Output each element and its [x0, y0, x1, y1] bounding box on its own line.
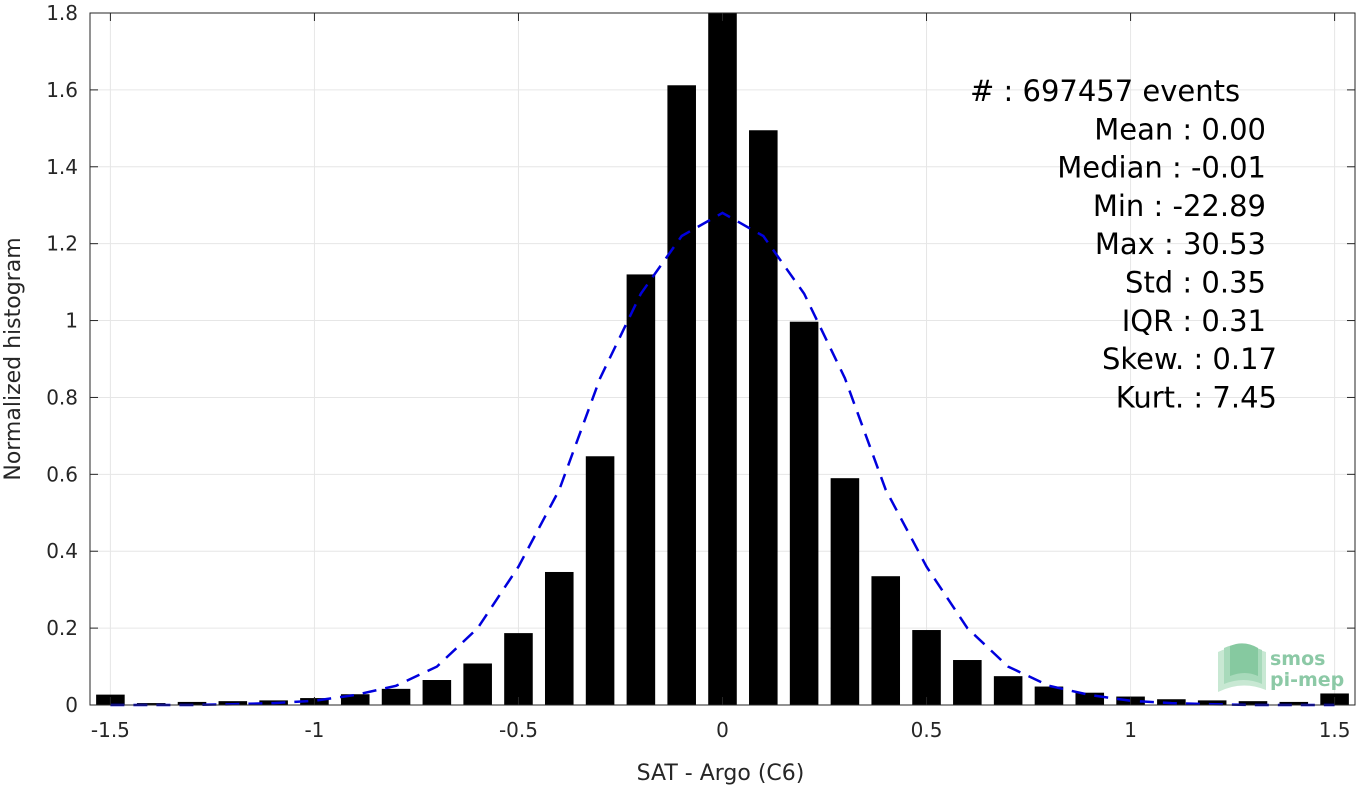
histogram-bar [504, 633, 533, 705]
smos-pi-mep-logo: smos pi-mep [1218, 643, 1344, 692]
histogram-bar [1075, 692, 1105, 705]
x-tick-label: -1.5 [91, 718, 130, 742]
stat-line: Std : 0.35 [1125, 266, 1266, 300]
y-axis-ticks: 0 0.2 0.4 0.6 0.8 1 1.2 1.4 1.6 1.8 [46, 1, 1355, 717]
logo-line2: pi-mep [1270, 669, 1344, 691]
stat-line: Skew. : 0.17 [1102, 342, 1277, 376]
histogram-bar [708, 13, 737, 705]
histogram-bar [381, 688, 411, 705]
histogram-bar [667, 85, 696, 705]
histogram-bar [912, 630, 941, 705]
x-axis-ticks: -1.5 -1 -0.5 0 0.5 1 1.5 [91, 13, 1351, 742]
histogram-bar [544, 571, 574, 705]
y-tick-label: 1 [65, 309, 78, 333]
histogram-bar [1279, 701, 1309, 705]
stat-line: # : 697457 events [970, 74, 1240, 108]
stat-line: IQR : 0.31 [1122, 304, 1266, 338]
histogram-bar [422, 680, 452, 705]
stat-line: Kurt. : 7.45 [1116, 380, 1277, 414]
x-tick-label: 1 [1124, 718, 1137, 742]
histogram-bar [1238, 701, 1268, 705]
y-tick-label: 1.6 [46, 78, 78, 102]
stat-line: Min : -22.89 [1093, 189, 1266, 223]
x-tick-label: 1.5 [1319, 718, 1351, 742]
histogram-bar [871, 576, 901, 705]
y-tick-label: 0.4 [46, 539, 78, 563]
logo-line1: smos [1270, 648, 1325, 670]
histogram-bar [830, 478, 860, 705]
y-tick-label: 1.2 [46, 232, 78, 256]
histogram-bar [626, 274, 656, 705]
x-tick-label: 0 [716, 718, 729, 742]
x-axis-label: SAT - Argo (C6) [637, 761, 805, 786]
y-tick-label: 0.8 [46, 385, 78, 409]
stat-line: Max : 30.53 [1095, 227, 1266, 261]
histogram-bar [953, 660, 982, 705]
histogram-bar [749, 130, 778, 705]
y-axis-label: Normalized histogram [1, 237, 26, 480]
histogram-bar [177, 701, 207, 705]
x-tick-label: -1 [304, 718, 324, 742]
histogram-bar [789, 321, 819, 705]
histogram-bars [96, 13, 1349, 705]
histogram-bar [585, 456, 615, 705]
histogram-bar [993, 676, 1023, 705]
stat-line: Median : -0.01 [1057, 151, 1266, 185]
y-tick-label: 0 [65, 693, 78, 717]
y-tick-label: 1.4 [46, 155, 78, 179]
stat-line: Mean : 0.00 [1094, 112, 1266, 146]
histogram-bar [136, 703, 166, 705]
histogram-bar [340, 694, 370, 705]
histogram-bar [463, 663, 492, 705]
histogram-bar [1197, 700, 1227, 705]
y-tick-label: 0.6 [46, 462, 78, 486]
x-tick-label: -0.5 [499, 718, 538, 742]
histogram-bar [1034, 686, 1064, 705]
wave-layers-icon [1218, 643, 1266, 692]
y-tick-label: 1.8 [46, 1, 78, 25]
stats-box: # : 697457 events Mean : 0.00 Median : -0.… [970, 74, 1277, 414]
y-tick-label: 0.2 [46, 616, 78, 640]
x-tick-label: 0.5 [911, 718, 943, 742]
